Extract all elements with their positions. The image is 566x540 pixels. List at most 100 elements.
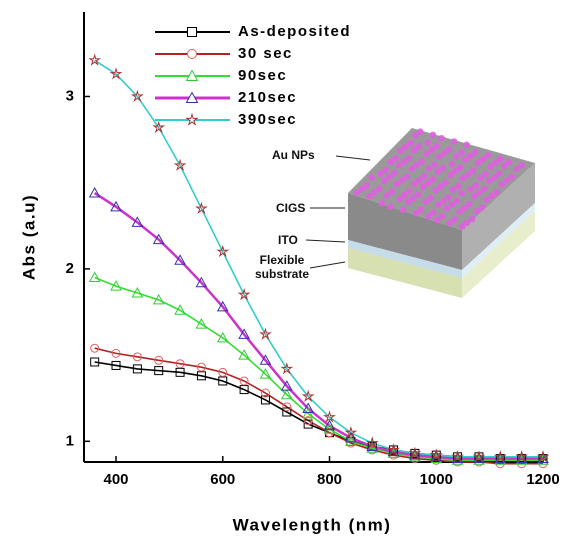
nanoparticle [464, 171, 472, 178]
marker [472, 450, 486, 463]
marker [301, 389, 315, 402]
nanoparticle [378, 200, 386, 207]
marker [187, 49, 197, 59]
marker [130, 89, 144, 102]
marker [387, 443, 400, 456]
legend-label: 90sec [238, 67, 287, 84]
nanoparticles [353, 128, 525, 230]
nanoparticle [383, 192, 391, 199]
nanoparticle [366, 192, 373, 200]
marker [175, 359, 185, 369]
y-tick-label: 2 [66, 260, 74, 277]
marker [195, 318, 208, 329]
marker [303, 419, 313, 429]
marker [345, 435, 357, 446]
nanoparticle [487, 162, 494, 170]
nanoparticle [387, 203, 394, 210]
nanoparticle [477, 174, 484, 182]
marker [196, 362, 206, 372]
marker [111, 360, 121, 370]
marker [196, 371, 206, 381]
x-axis-title: Wavelength (nm) [233, 515, 392, 534]
nanoparticle [454, 182, 462, 190]
nanoparticle [404, 198, 412, 206]
marker [238, 349, 250, 360]
nanoparticle [417, 128, 424, 135]
nanoparticle [427, 194, 434, 202]
arrows [305, 155, 371, 269]
marker [174, 254, 186, 265]
nanoparticle [482, 170, 489, 178]
marker [430, 450, 443, 462]
marker [260, 388, 270, 398]
arrow [309, 261, 346, 269]
nanoparticle [395, 162, 403, 169]
nanoparticle [410, 146, 418, 154]
x-tick-label: 400 [104, 471, 129, 488]
arrow [305, 239, 346, 243]
marker [537, 452, 549, 464]
marker [260, 395, 270, 405]
marker [154, 366, 164, 376]
marker [495, 459, 505, 469]
marker [131, 216, 144, 227]
marker [366, 442, 379, 453]
nanoparticle [437, 183, 444, 190]
marker [152, 120, 166, 133]
inset-label: CIGS [276, 201, 306, 215]
marker [302, 402, 315, 414]
marker [88, 187, 101, 198]
marker [175, 367, 185, 377]
substrate-front [348, 248, 462, 298]
nanoparticle [400, 158, 408, 166]
nanoparticle [380, 177, 388, 185]
nanoparticle [405, 154, 413, 162]
nanoparticle [390, 169, 398, 177]
nanoparticle [429, 176, 437, 183]
marker [323, 410, 336, 423]
legend-label: 390sec [238, 111, 297, 128]
nanoparticle [392, 155, 399, 162]
nanoparticle [443, 205, 451, 212]
nanoparticle [423, 150, 430, 157]
nanoparticle [438, 212, 446, 220]
nanoparticle [382, 166, 389, 174]
inset-label: Au NPs [272, 148, 315, 162]
nanoparticle [440, 149, 448, 157]
nanoparticle [488, 192, 496, 200]
ito-front [348, 240, 462, 278]
marker [345, 431, 357, 443]
nanoparticle [459, 174, 467, 182]
marker [173, 158, 187, 171]
nanoparticle [433, 142, 440, 150]
nanoparticle [396, 195, 403, 203]
marker [536, 450, 550, 463]
ito-side [462, 203, 535, 278]
series-line [94, 59, 543, 458]
nanoparticle [484, 152, 492, 159]
inset-label: Flexible substrate [254, 253, 310, 281]
x-tick-label: 800 [317, 471, 342, 488]
nanoparticle [474, 159, 482, 167]
nanoparticle [450, 138, 458, 145]
nanoparticle [518, 162, 525, 169]
substrate-side [462, 211, 535, 298]
nanoparticle [435, 153, 443, 161]
nanoparticle [430, 161, 438, 168]
nanoparticle [439, 164, 447, 172]
nanoparticle [417, 206, 425, 213]
marker [494, 452, 507, 464]
marker [132, 364, 142, 374]
marker [303, 416, 313, 426]
marker [88, 53, 102, 66]
nanoparticle [413, 161, 421, 169]
nanoparticle [368, 174, 375, 181]
nanoparticle [358, 185, 366, 193]
marker [515, 450, 529, 463]
marker [154, 355, 164, 365]
marker [429, 448, 443, 461]
nanoparticle [462, 156, 469, 163]
marker [409, 449, 421, 460]
